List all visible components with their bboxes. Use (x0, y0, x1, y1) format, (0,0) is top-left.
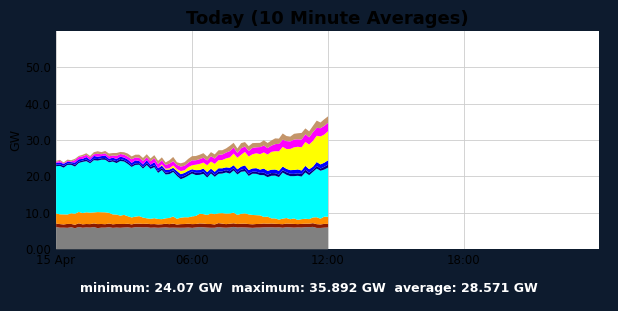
Title: Today (10 Minute Averages): Today (10 Minute Averages) (186, 10, 469, 28)
Text: minimum: 24.07 GW  maximum: 35.892 GW  average: 28.571 GW: minimum: 24.07 GW maximum: 35.892 GW ave… (80, 282, 538, 295)
Y-axis label: GW: GW (9, 129, 22, 151)
